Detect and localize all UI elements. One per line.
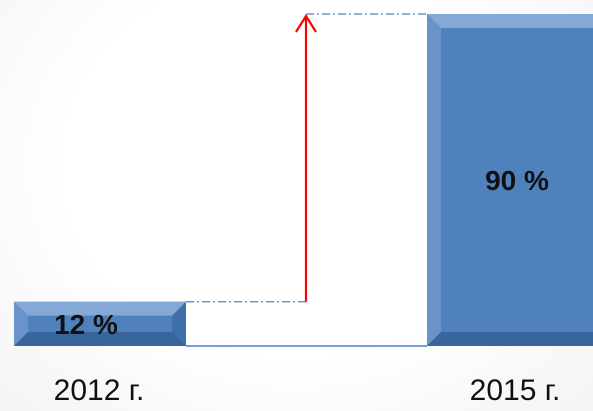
bar-2012 <box>14 301 186 346</box>
bar-value-label: 12 % <box>54 309 118 340</box>
growth-arrow <box>295 13 317 302</box>
bar-2015 <box>427 14 593 346</box>
category-label: 2012 г. <box>54 374 145 407</box>
category-label: 2015 г. <box>470 374 561 407</box>
bar-value-label: 90 % <box>485 165 549 196</box>
